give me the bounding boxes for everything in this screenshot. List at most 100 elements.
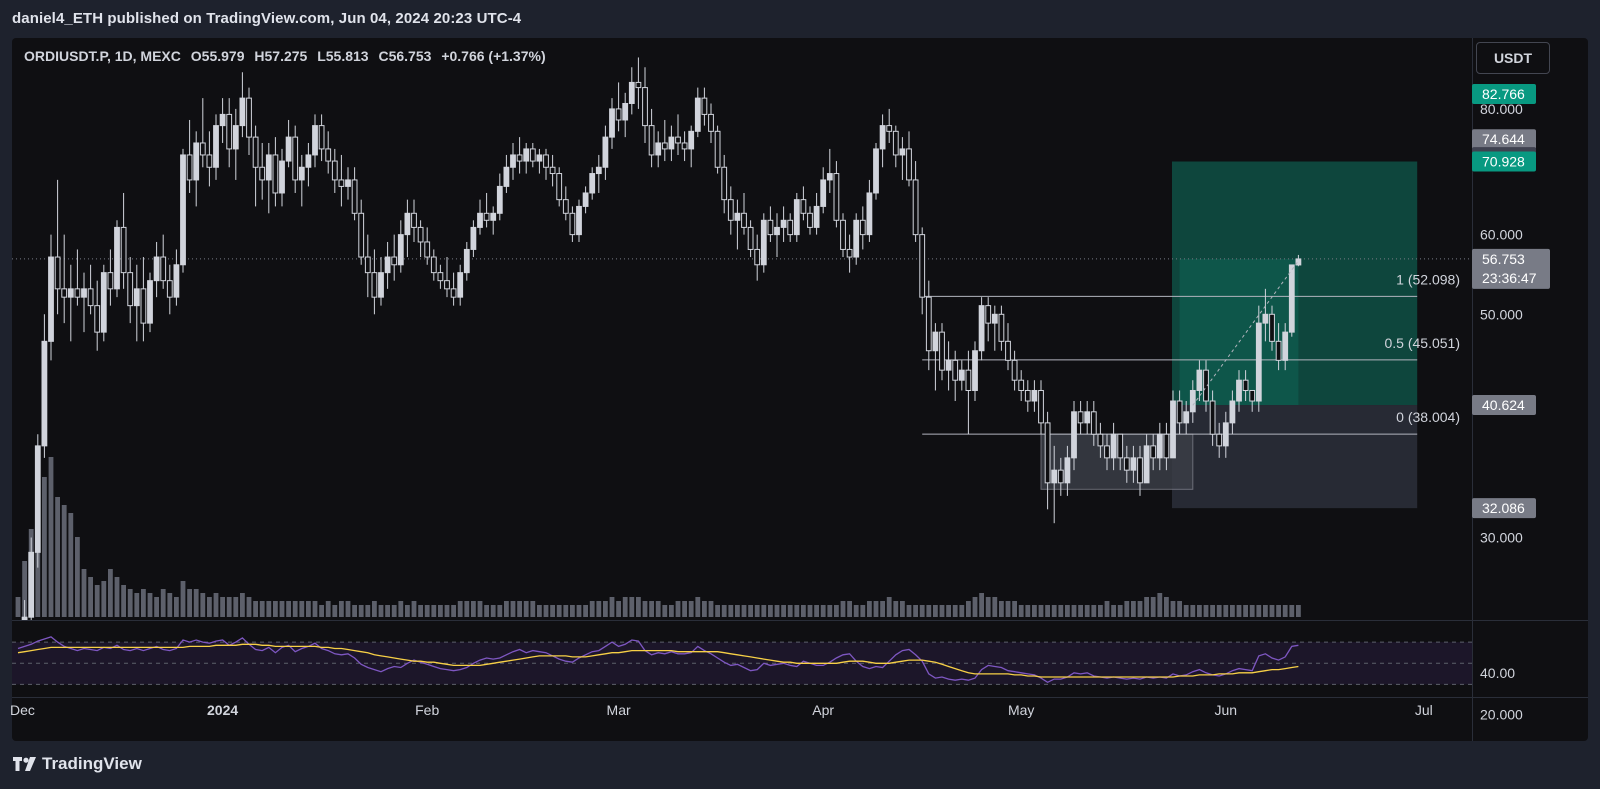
volume-bar xyxy=(279,601,285,617)
candle-body xyxy=(147,280,153,324)
volume-bar xyxy=(1289,605,1295,617)
candle xyxy=(820,167,827,214)
volume-bar xyxy=(1104,601,1110,617)
volume-bar xyxy=(1249,605,1255,617)
candle-body xyxy=(1203,369,1209,402)
currency-button[interactable]: USDT xyxy=(1476,42,1550,74)
volume-bar xyxy=(266,601,272,617)
current-price-text: 56.753 xyxy=(1482,251,1525,267)
candle xyxy=(1038,380,1044,435)
candle-body xyxy=(741,212,747,228)
candle-body xyxy=(840,219,846,250)
price-pane xyxy=(12,57,1472,620)
candle xyxy=(622,92,629,138)
candle-body xyxy=(246,97,252,138)
candle xyxy=(444,257,450,298)
volume-bar xyxy=(490,605,496,617)
candle xyxy=(661,119,668,162)
volume-bar xyxy=(220,597,225,617)
volume-bar xyxy=(807,605,813,617)
rsi-tick-label: 40.00 xyxy=(1480,665,1515,681)
volume-bar xyxy=(246,597,252,617)
candle-body xyxy=(1123,457,1130,471)
volume-bar xyxy=(1038,605,1044,617)
volume-bar xyxy=(372,601,377,617)
volume-bar xyxy=(834,605,839,617)
candle xyxy=(760,213,767,273)
candle-body xyxy=(272,154,279,194)
volume-bar xyxy=(1131,601,1136,617)
volume-bar xyxy=(114,577,120,617)
candle-body xyxy=(219,113,226,127)
candle-body xyxy=(1249,389,1256,402)
candle-body xyxy=(325,148,332,162)
candle-body xyxy=(906,148,912,181)
candle-body xyxy=(721,166,728,201)
candle-body xyxy=(424,241,431,258)
volume-bar xyxy=(174,597,179,617)
candle xyxy=(945,341,952,391)
candle xyxy=(1150,434,1157,471)
candle-body xyxy=(793,199,800,236)
volume-bar xyxy=(378,605,384,617)
candle xyxy=(523,142,530,174)
candle xyxy=(325,131,332,174)
candle-body xyxy=(688,130,695,150)
volume-bar xyxy=(1210,605,1215,617)
candle xyxy=(87,264,94,315)
publisher-line: daniel4_ETH published on TradingView.com… xyxy=(12,10,522,27)
volume-bar xyxy=(405,605,410,617)
candle xyxy=(384,241,391,289)
candle xyxy=(378,257,384,306)
candle-body xyxy=(1064,457,1071,484)
candle-body xyxy=(1163,433,1170,459)
volume-bar xyxy=(794,605,800,617)
candle-body xyxy=(807,212,813,228)
volume-bar xyxy=(675,601,681,617)
candle xyxy=(655,131,662,168)
volume-bar xyxy=(768,605,773,617)
candle-body xyxy=(114,226,120,290)
volume-bar xyxy=(1045,605,1050,617)
candle xyxy=(859,206,866,250)
tradingview-logo[interactable]: TradingView xyxy=(12,754,142,774)
ohlc-high: H57.275 xyxy=(254,48,308,64)
candle-body xyxy=(166,280,173,298)
current-price-label: 56.753 23:36:47 xyxy=(1472,248,1550,289)
candle-body xyxy=(1097,433,1104,447)
volume-bar xyxy=(1150,597,1156,617)
volume-bar xyxy=(1157,593,1163,617)
candle-body xyxy=(74,288,81,298)
symbol-legend[interactable]: ORDIUSDT.P, 1D, MEXC O55.979 H57.275 L55… xyxy=(24,48,552,64)
candle xyxy=(609,98,615,149)
candle-body xyxy=(496,185,503,214)
candle xyxy=(807,206,813,235)
candle xyxy=(1236,370,1242,412)
candle-body xyxy=(859,219,866,236)
candle-body xyxy=(351,179,358,214)
candle xyxy=(919,227,926,315)
volume-bar xyxy=(464,601,470,617)
candle xyxy=(615,82,622,132)
candle xyxy=(1255,305,1262,412)
candle-body xyxy=(160,256,167,282)
volume-bar xyxy=(1137,601,1143,617)
candle xyxy=(635,57,642,109)
volume-bar xyxy=(999,601,1004,617)
candle-body xyxy=(345,179,351,187)
price-label-text: 70.928 xyxy=(1482,154,1525,170)
volume-bar xyxy=(900,601,905,617)
candle-body xyxy=(734,212,741,221)
candle xyxy=(1044,411,1051,510)
candle-body xyxy=(1196,369,1203,391)
candle-body xyxy=(1262,313,1269,324)
candle-body xyxy=(595,166,602,175)
volume-bar xyxy=(530,601,536,617)
candle-body xyxy=(1170,400,1176,459)
candle xyxy=(754,234,761,281)
candle-body xyxy=(655,142,662,156)
countdown-text: 23:36:47 xyxy=(1482,270,1537,286)
candle xyxy=(391,234,398,281)
candle xyxy=(1011,350,1018,391)
